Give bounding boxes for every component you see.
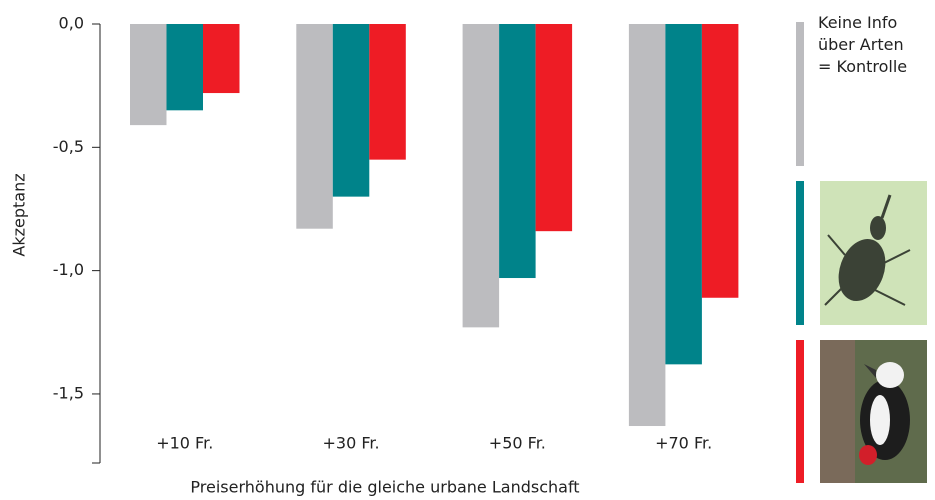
y-tick-label: -1,5 [53,383,84,402]
bar [499,24,535,278]
legend-swatch [796,22,804,166]
x-tick-label: +10 Fr. [156,434,213,453]
x-axis-title: Preiserhöhung für die gleiche urbane Lan… [190,478,579,497]
y-axis-title: Akzeptanz [10,173,29,256]
bar [665,24,702,364]
legend-swatch [796,340,804,483]
y-tick-label: -1,0 [53,260,84,279]
bar [629,24,666,426]
bar [702,24,739,298]
bar [167,24,204,110]
bar [463,24,500,327]
bar [296,24,333,229]
beetle-image [820,181,927,325]
x-tick-label: +30 Fr. [323,434,380,453]
bar [203,24,240,93]
page: {"chart_data": {"type": "bar", "categori… [0,0,935,500]
bar [130,24,167,125]
legend-swatch [796,181,804,325]
legend-label: Keine Info über Arten = Kontrolle [818,12,918,78]
chart: Akzeptanz Preiserhöhung für die gleiche … [0,0,935,500]
x-tick-label: +70 Fr. [655,434,712,453]
bar [369,24,406,160]
woodpecker-image [820,340,927,483]
bar [333,24,370,197]
y-tick-label: -0,5 [53,137,84,156]
x-tick-label: +50 Fr. [489,434,546,453]
bar [536,24,573,231]
y-tick-label: 0,0 [59,14,84,33]
